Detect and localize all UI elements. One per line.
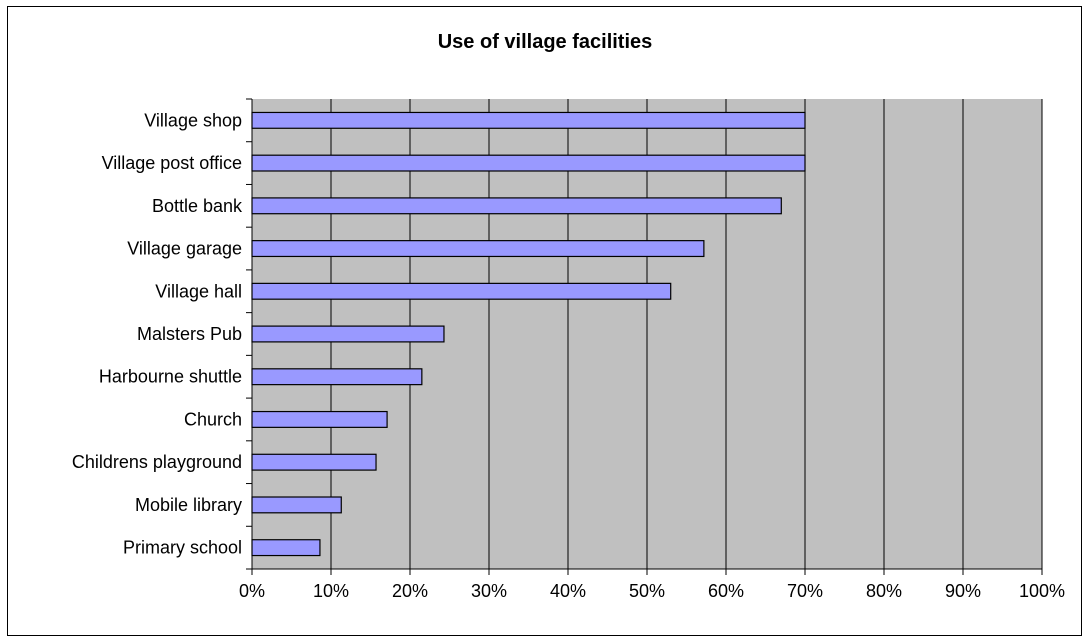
bar-2 — [251, 197, 782, 215]
bars — [251, 111, 806, 557]
x-tick-label-8: 80% — [866, 581, 902, 601]
category-label-4: Village hall — [155, 281, 242, 301]
category-label-3: Village garage — [127, 239, 242, 259]
category-label-7: Church — [184, 409, 242, 429]
x-tick-label-5: 50% — [629, 581, 665, 601]
bar-7 — [251, 410, 388, 428]
category-label-2: Bottle bank — [152, 196, 243, 216]
category-label-8: Childrens playground — [72, 452, 242, 472]
bar-3 — [251, 240, 705, 258]
category-label-10: Primary school — [123, 538, 242, 558]
bar-6 — [251, 368, 423, 386]
bar-8 — [251, 453, 377, 471]
bar-0 — [251, 111, 806, 129]
category-labels: Village shop Village post office Bottle ba… — [72, 110, 243, 557]
category-label-9: Mobile library — [135, 495, 242, 515]
bar-4 — [251, 282, 672, 300]
x-tick-label-10: 100% — [1019, 581, 1065, 601]
x-tick-label-0: 0% — [239, 581, 265, 601]
bar-5 — [251, 325, 445, 343]
category-label-1: Village post office — [102, 153, 242, 173]
chart-frame: Use of village facilities Village shop Vi… — [7, 6, 1082, 636]
x-tick-label-6: 60% — [708, 581, 744, 601]
x-tick-label-1: 10% — [313, 581, 349, 601]
x-tick-label-2: 20% — [392, 581, 428, 601]
chart-title: Use of village facilities — [438, 31, 653, 53]
category-label-0: Village shop — [144, 110, 242, 130]
bar-10 — [251, 539, 321, 557]
x-tick-label-7: 70% — [787, 581, 823, 601]
axes — [246, 98, 1043, 575]
category-label-6: Harbourne shuttle — [99, 367, 242, 387]
bar-9 — [251, 496, 342, 514]
category-label-5: Malsters Pub — [137, 324, 242, 344]
tick-labels: 0% 10% 20% 30% 40% 50% 60% 70% 80% 90% 100% — [239, 581, 1065, 601]
x-tick-label-3: 30% — [471, 581, 507, 601]
bar-1 — [251, 154, 806, 172]
x-tick-label-9: 90% — [945, 581, 981, 601]
chart-svg: Use of village facilities Village shopVi… — [72, 31, 1065, 601]
x-tick-label-4: 40% — [550, 581, 586, 601]
